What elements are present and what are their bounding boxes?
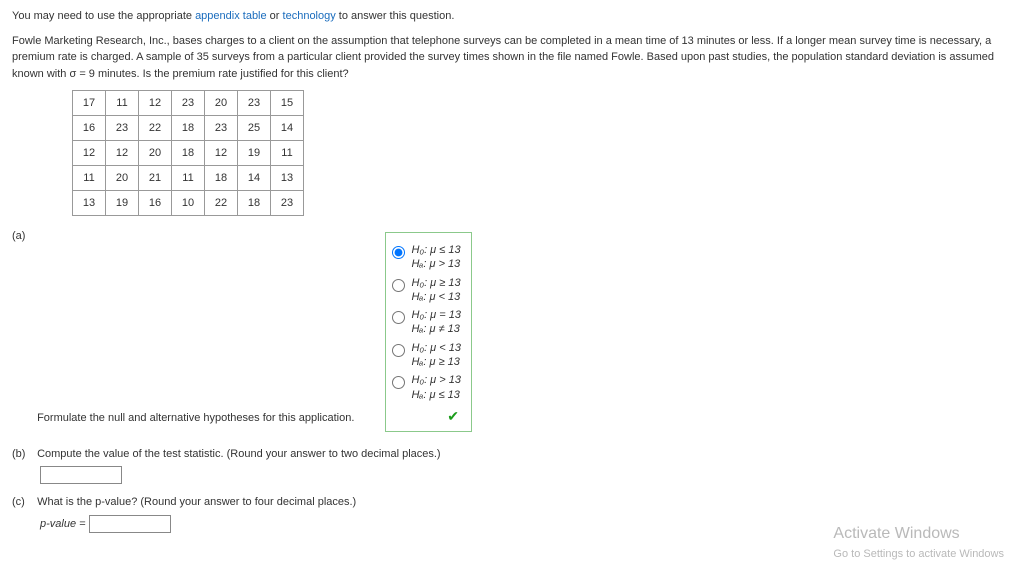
hypothesis-text: H₀: μ = 13Hₐ: μ ≠ 13 <box>411 308 461 337</box>
watermark-line1: Activate Windows <box>833 522 1004 546</box>
intro-note: You may need to use the appropriate appe… <box>12 8 1012 25</box>
data-cell: 12 <box>73 141 106 166</box>
data-cell: 11 <box>172 166 205 191</box>
intro-mid: or <box>267 10 283 22</box>
hypothesis-option[interactable]: H₀: μ < 13Hₐ: μ ≥ 13 <box>392 341 461 370</box>
data-cell: 14 <box>238 166 271 191</box>
hypothesis-option[interactable]: H₀: μ ≤ 13Hₐ: μ > 13 <box>392 243 461 272</box>
hypothesis-radio[interactable] <box>392 376 405 389</box>
part-a: (a) Formulate the null and alternative h… <box>12 228 1012 436</box>
part-a-label: (a) <box>12 228 34 245</box>
test-statistic-input[interactable] <box>40 466 122 484</box>
hypothesis-option[interactable]: H₀: μ = 13Hₐ: μ ≠ 13 <box>392 308 461 337</box>
data-cell: 15 <box>271 91 304 116</box>
part-b: (b) Compute the value of the test statis… <box>12 446 1012 485</box>
data-cell: 11 <box>106 91 139 116</box>
part-c-label: (c) <box>12 494 34 511</box>
hypothesis-options: H₀: μ ≤ 13Hₐ: μ > 13 H₀: μ ≥ 13Hₐ: μ < 13… <box>385 232 472 432</box>
hypothesis-text: H₀: μ < 13Hₐ: μ ≥ 13 <box>411 341 461 370</box>
data-cell: 22 <box>205 191 238 216</box>
problem-text: Fowle Marketing Research, Inc., bases ch… <box>12 33 1012 83</box>
hypothesis-text: H₀: μ ≤ 13Hₐ: μ > 13 <box>411 243 460 272</box>
data-cell: 14 <box>271 116 304 141</box>
data-cell: 23 <box>205 116 238 141</box>
data-table: 1711122320231516232218232514121220181219… <box>72 90 304 216</box>
data-cell: 12 <box>106 141 139 166</box>
data-cell: 25 <box>238 116 271 141</box>
data-cell: 20 <box>139 141 172 166</box>
data-cell: 21 <box>139 166 172 191</box>
correct-check-icon: ✔ <box>392 406 459 427</box>
data-cell: 12 <box>139 91 172 116</box>
data-cell: 19 <box>238 141 271 166</box>
data-cell: 12 <box>205 141 238 166</box>
pvalue-label: p-value = <box>40 518 89 530</box>
data-cell: 11 <box>271 141 304 166</box>
data-cell: 16 <box>73 116 106 141</box>
hypothesis-text: H₀: μ > 13Hₐ: μ ≤ 13 <box>411 373 461 402</box>
data-cell: 23 <box>271 191 304 216</box>
hypothesis-radio[interactable] <box>392 246 405 259</box>
part-c-prompt: What is the p-value? (Round your answer … <box>37 496 356 508</box>
data-cell: 13 <box>73 191 106 216</box>
data-cell: 16 <box>139 191 172 216</box>
data-cell: 23 <box>172 91 205 116</box>
data-cell: 11 <box>73 166 106 191</box>
part-b-prompt: Compute the value of the test statistic.… <box>37 448 441 460</box>
data-cell: 20 <box>106 166 139 191</box>
data-cell: 17 <box>73 91 106 116</box>
data-cell: 23 <box>238 91 271 116</box>
hypothesis-radio[interactable] <box>392 279 405 292</box>
data-cell: 13 <box>271 166 304 191</box>
data-cell: 23 <box>106 116 139 141</box>
pvalue-input[interactable] <box>89 515 171 533</box>
data-cell: 18 <box>172 116 205 141</box>
appendix-link[interactable]: appendix table <box>195 10 267 22</box>
hypothesis-radio[interactable] <box>392 311 405 324</box>
hypothesis-radio[interactable] <box>392 344 405 357</box>
hypothesis-text: H₀: μ ≥ 13Hₐ: μ < 13 <box>411 276 460 305</box>
part-a-prompt: Formulate the null and alternative hypot… <box>37 412 354 424</box>
hypothesis-option[interactable]: H₀: μ ≥ 13Hₐ: μ < 13 <box>392 276 461 305</box>
data-cell: 18 <box>205 166 238 191</box>
part-b-label: (b) <box>12 446 34 463</box>
windows-watermark: Activate Windows Go to Settings to activ… <box>833 522 1004 563</box>
data-cell: 19 <box>106 191 139 216</box>
data-cell: 10 <box>172 191 205 216</box>
data-cell: 22 <box>139 116 172 141</box>
watermark-line2: Go to Settings to activate Windows <box>833 546 1004 563</box>
data-cell: 20 <box>205 91 238 116</box>
intro-suffix: to answer this question. <box>336 10 455 22</box>
hypothesis-option[interactable]: H₀: μ > 13Hₐ: μ ≤ 13 <box>392 373 461 402</box>
data-cell: 18 <box>238 191 271 216</box>
technology-link[interactable]: technology <box>283 10 336 22</box>
intro-prefix: You may need to use the appropriate <box>12 10 195 22</box>
data-cell: 18 <box>172 141 205 166</box>
